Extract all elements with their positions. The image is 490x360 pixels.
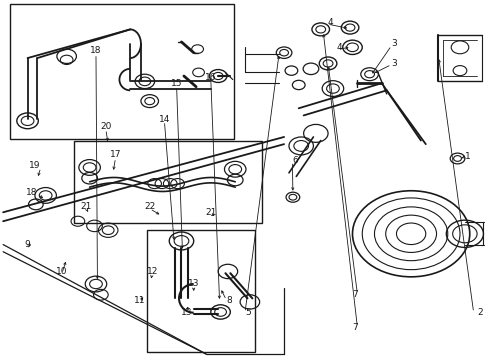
Text: 4: 4 xyxy=(337,43,343,52)
Text: 13: 13 xyxy=(181,308,192,317)
Text: 5: 5 xyxy=(245,308,251,317)
Text: 6: 6 xyxy=(293,156,298,165)
Text: 18: 18 xyxy=(26,188,37,197)
Bar xyxy=(147,230,255,352)
Text: 20: 20 xyxy=(100,122,111,131)
Text: 9: 9 xyxy=(24,240,30,249)
Text: 8: 8 xyxy=(226,296,232,305)
Text: 18: 18 xyxy=(90,46,102,55)
Text: 16: 16 xyxy=(205,73,217,82)
Text: 17: 17 xyxy=(110,150,121,159)
Text: 21: 21 xyxy=(205,208,217,217)
Text: 2: 2 xyxy=(477,308,483,317)
Text: 3: 3 xyxy=(392,59,397,68)
Text: 12: 12 xyxy=(147,267,158,276)
Text: 11: 11 xyxy=(134,296,146,305)
Text: 3: 3 xyxy=(392,39,397,48)
Text: 21: 21 xyxy=(80,202,92,211)
Bar xyxy=(74,140,262,223)
Text: 14: 14 xyxy=(159,114,170,123)
Bar xyxy=(10,4,234,139)
Text: 15: 15 xyxy=(171,79,182,88)
Text: 4: 4 xyxy=(327,18,333,27)
Text: 19: 19 xyxy=(29,161,41,170)
Text: 7: 7 xyxy=(352,289,358,298)
Text: 22: 22 xyxy=(144,202,155,211)
Text: 10: 10 xyxy=(56,267,68,276)
Text: 7: 7 xyxy=(352,323,358,332)
Text: 13: 13 xyxy=(188,279,199,288)
Text: 1: 1 xyxy=(465,152,470,161)
